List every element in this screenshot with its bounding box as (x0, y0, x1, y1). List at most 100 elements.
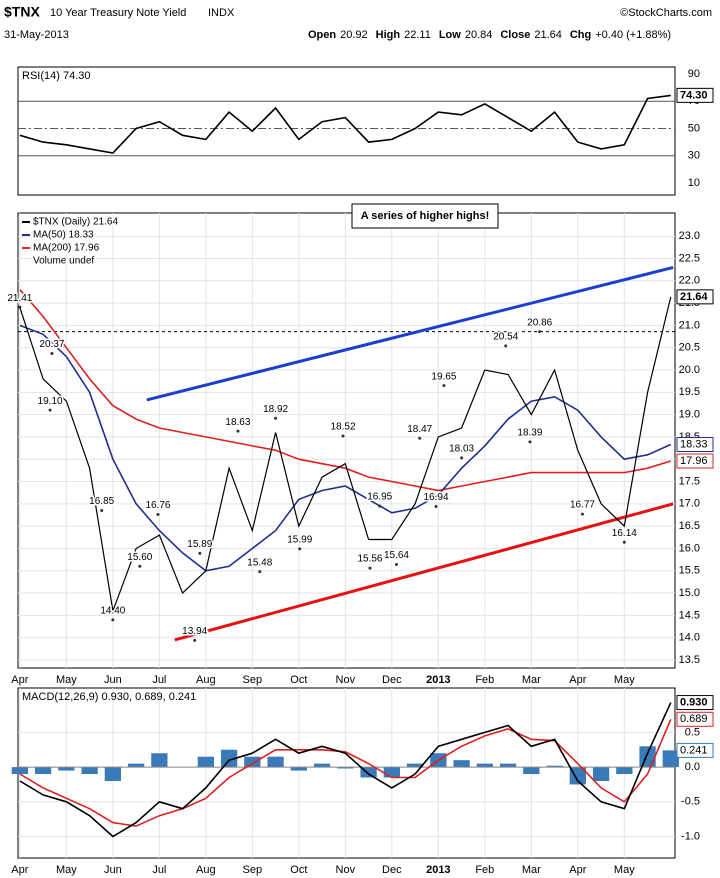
y-tick-label: 13.5 (679, 654, 700, 666)
histogram-bar (662, 750, 679, 768)
x-tick-label: Apr (11, 674, 28, 686)
label-point (50, 352, 54, 356)
series-line (19, 94, 671, 154)
y-tick-label: 16.5 (679, 520, 700, 532)
point-label: 15.60 (127, 552, 152, 563)
histogram-bar (104, 767, 121, 781)
point-label: 16.94 (423, 492, 448, 503)
histogram-bar (360, 767, 377, 778)
point-label: 18.39 (517, 427, 542, 438)
legend-entry: Volume undef (33, 256, 94, 267)
label-point (368, 566, 372, 570)
point-label: 18.63 (225, 417, 250, 428)
label-point (258, 570, 262, 574)
last-value: 0.689 (680, 713, 708, 725)
quote-value: 22.11 (404, 29, 431, 41)
y-tick-label: 30 (688, 150, 700, 162)
histogram-bar (616, 767, 633, 775)
label-point (394, 563, 398, 567)
source: ©StockCharts.com (620, 7, 712, 19)
y-tick-label: 17.5 (679, 475, 700, 487)
point-label: 18.03 (449, 444, 474, 455)
label-point (460, 456, 464, 460)
point-label: 16.77 (570, 500, 595, 511)
histogram-bar (569, 767, 586, 785)
label-point (198, 551, 202, 555)
x-tick-label: May (614, 674, 635, 686)
x-tick-label: Jun (104, 674, 122, 686)
y-tick-label: 14.0 (679, 632, 700, 644)
histogram-bar (267, 756, 284, 768)
point-label: 16.85 (89, 496, 114, 507)
point-label: 18.47 (407, 424, 432, 435)
histogram-bar (151, 753, 168, 768)
last-value-box (676, 87, 714, 103)
histogram-bar (81, 767, 98, 775)
point-label: 15.56 (357, 554, 382, 565)
point-label: 13.94 (182, 626, 207, 637)
y-tick-label: 20.5 (679, 342, 700, 354)
legend-entry: MA(200) 17.96 (33, 243, 100, 254)
panel (17, 66, 676, 196)
label-point (48, 408, 52, 412)
last-value-box (676, 711, 714, 727)
histogram-bar (523, 767, 540, 775)
x-tick-label: Mar (522, 864, 541, 876)
last-value-box (676, 289, 714, 305)
x-tick-label: Oct (290, 674, 307, 686)
label-point (100, 509, 104, 513)
x-tick-label: Feb (475, 674, 494, 686)
y-tick-label: 16.0 (679, 542, 700, 554)
histogram-bar (592, 767, 610, 781)
label-point (580, 512, 584, 516)
last-value: 0.241 (680, 744, 708, 756)
histogram-bar (453, 760, 470, 768)
last-value-box (676, 695, 714, 711)
y-tick-label: 20.0 (679, 364, 700, 376)
point-label: 16.14 (612, 528, 637, 539)
y-tick-label: -1.0 (681, 830, 700, 842)
label-point (18, 305, 22, 309)
histogram-bar (639, 746, 656, 768)
y-tick-label: 19.5 (679, 386, 700, 398)
y-tick-label: 21.0 (679, 319, 700, 331)
y-tick-label: 17.0 (679, 498, 700, 510)
quote-value: 20.84 (465, 29, 493, 41)
x-tick-label: Sep (243, 864, 263, 876)
label-point (442, 384, 446, 388)
label-point (418, 436, 422, 440)
x-tick-label: Aug (196, 674, 216, 686)
label-point (538, 330, 542, 334)
last-value: 18.33 (680, 438, 708, 450)
y-tick-label: 22.5 (679, 252, 700, 264)
x-tick-label: Jul (152, 674, 166, 686)
x-tick-label: May (56, 674, 77, 686)
annotation-box (351, 203, 499, 229)
histogram-bar (197, 756, 214, 768)
point-label: 20.37 (39, 339, 64, 350)
x-tick-label: Jul (152, 864, 166, 876)
y-tick-label: 0.0 (685, 761, 700, 773)
x-tick-label: Nov (336, 864, 356, 876)
x-tick-label: Apr (11, 864, 28, 876)
y-tick-label: 14.5 (679, 609, 700, 621)
label-point (622, 540, 626, 544)
y-tick-label: 0.5 (685, 726, 700, 738)
label-point (434, 505, 438, 509)
point-label: 20.86 (527, 317, 552, 328)
histogram-bar (290, 767, 307, 771)
x-tick-label: Dec (382, 864, 402, 876)
spacer (18, 48, 675, 56)
label-point (156, 513, 160, 517)
last-value: 74.30 (680, 89, 708, 101)
quote-label: Low (439, 29, 461, 41)
last-value: 21.64 (680, 291, 708, 303)
label-point (138, 564, 142, 568)
x-tick-label: Mar (522, 674, 541, 686)
last-value: 0.930 (680, 696, 708, 708)
x-tick-label: Apr (569, 864, 586, 876)
y-tick-label: 50 (688, 122, 700, 134)
x-tick-label: Oct (290, 864, 307, 876)
y-tick-label: 15.5 (679, 565, 700, 577)
